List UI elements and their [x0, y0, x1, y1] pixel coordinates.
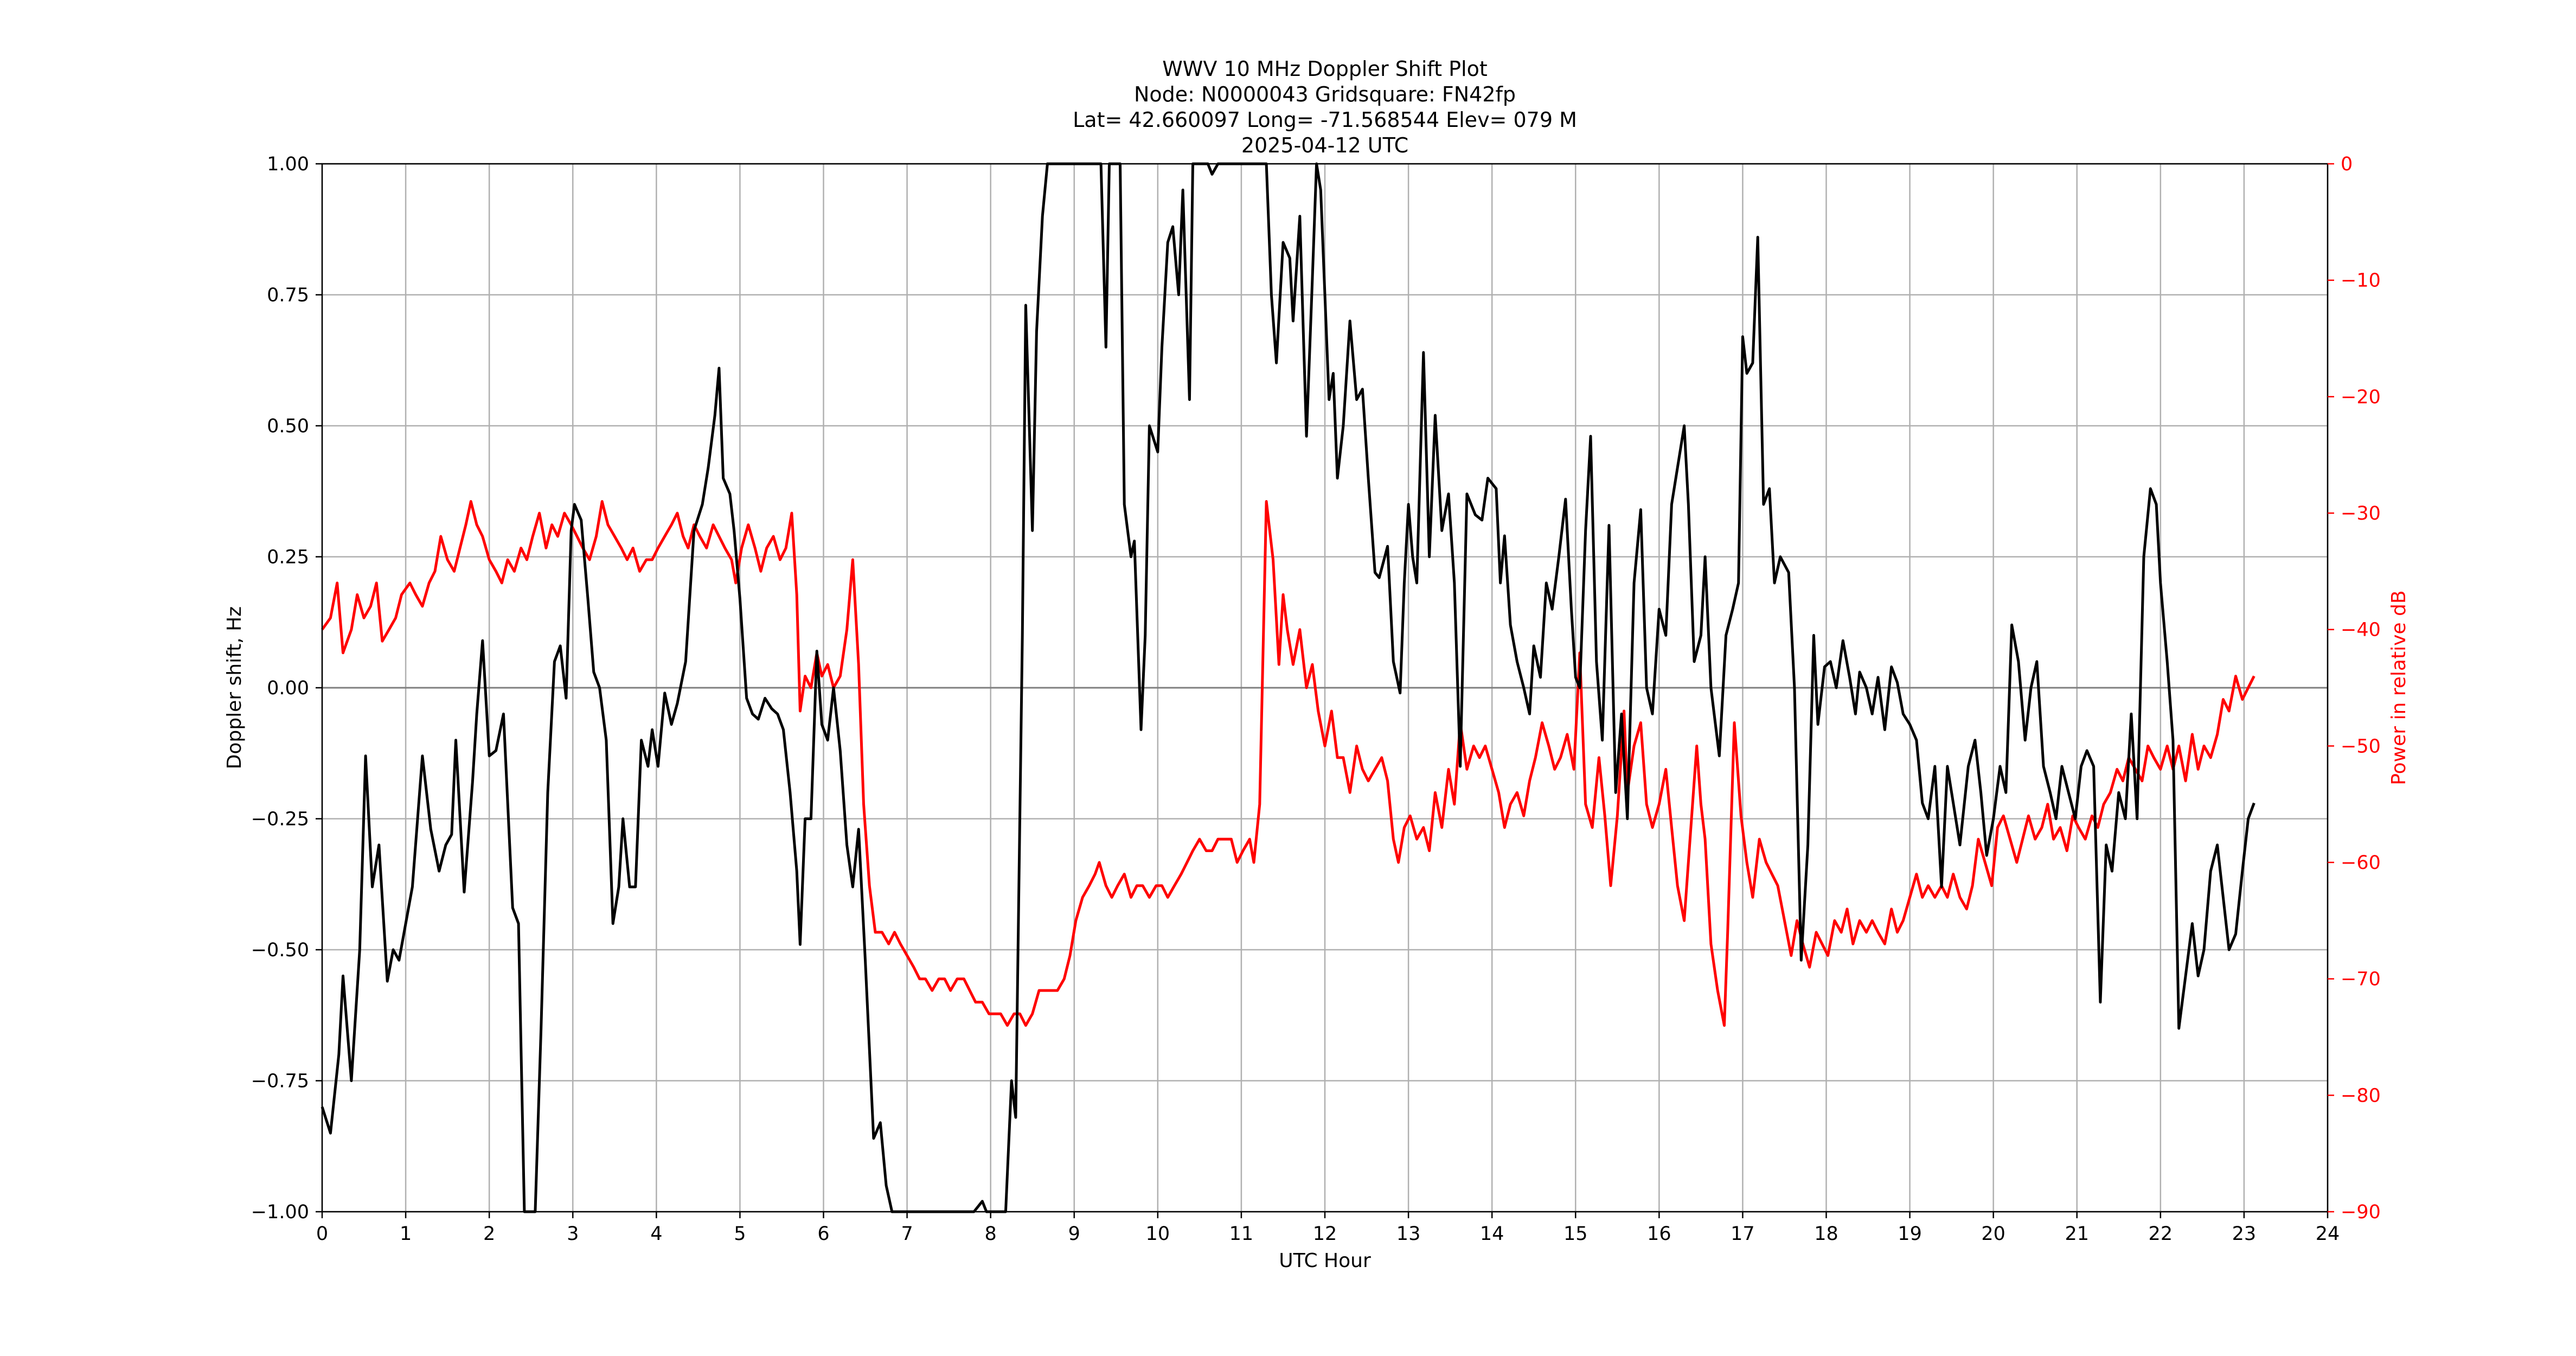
y2-tick-label: −10 [2341, 270, 2381, 292]
x-tick-label: 5 [734, 1223, 746, 1245]
left-y-axis: 1.00 0.75 0.50 0.25 0.00 −0.25 −0.50 −0.75 −1.00 [251, 153, 322, 1223]
y2-tick-label: −50 [2341, 735, 2381, 757]
x-tick-label: 0 [316, 1223, 328, 1245]
y2-tick-label: −20 [2341, 386, 2381, 408]
chart-title: WWV 10 MHz Doppler Shift Plot Node: N000… [1073, 57, 1577, 157]
y2-tick-label: −80 [2341, 1085, 2381, 1106]
x-tick-label: 21 [2065, 1223, 2089, 1245]
x-tick-label: 15 [1563, 1223, 1588, 1245]
y2-tick-label: −60 [2341, 852, 2381, 874]
x-tick-label: 10 [1146, 1223, 1170, 1245]
y2-tick-label: 0 [2341, 153, 2353, 175]
x-tick-label: 8 [985, 1223, 997, 1245]
y-tick-label: −0.50 [251, 939, 309, 961]
x-tick-label: 11 [1229, 1223, 1254, 1245]
y-tick-label: 0.50 [267, 415, 309, 437]
x-tick-label: 13 [1396, 1223, 1421, 1245]
x-tick-label: 2 [483, 1223, 495, 1245]
x-tick-label: 19 [1898, 1223, 1922, 1245]
right-y-axis: 0 −10 −20 −30 −40 −50 −60 −70 −80 −90 [2328, 153, 2381, 1223]
x-tick-label: 18 [1814, 1223, 1838, 1245]
title-line-1: WWV 10 MHz Doppler Shift Plot [1162, 57, 1488, 81]
plot-lines [321, 162, 2255, 1213]
y2-tick-label: −30 [2341, 503, 2381, 525]
power-series-line [321, 500, 2255, 1027]
y2-tick-label: −90 [2341, 1201, 2381, 1223]
y-tick-label: 1.00 [267, 153, 309, 175]
y-tick-label: −0.75 [251, 1071, 309, 1092]
y-axis-label: Doppler shift, Hz [223, 606, 246, 769]
x-tick-label: 24 [2316, 1223, 2340, 1245]
x-tick-label: 22 [2149, 1223, 2173, 1245]
y2-tick-label: −70 [2341, 969, 2381, 990]
title-line-3: Lat= 42.660097 Long= -71.568544 Elev= 07… [1073, 108, 1577, 132]
x-tick-label: 1 [400, 1223, 412, 1245]
y-tick-label: 0.75 [267, 285, 309, 306]
y-tick-label: −0.25 [251, 809, 309, 830]
x-axis-label: UTC Hour [1279, 1250, 1371, 1272]
x-tick-label: 6 [817, 1223, 829, 1245]
doppler-series-line [321, 162, 2255, 1213]
y-tick-label: −1.00 [251, 1201, 309, 1223]
x-tick-label: 12 [1313, 1223, 1337, 1245]
x-tick-label: 17 [1731, 1223, 1755, 1245]
x-tick-label: 16 [1647, 1223, 1671, 1245]
y-tick-label: 0.00 [267, 677, 309, 699]
y2-axis-label: Power in relative dB [2388, 590, 2410, 785]
x-tick-label: 7 [901, 1223, 913, 1245]
x-tick-label: 3 [567, 1223, 579, 1245]
x-tick-label: 9 [1068, 1223, 1080, 1245]
x-tick-label: 20 [1981, 1223, 2005, 1245]
x-tick-label: 4 [650, 1223, 662, 1245]
title-line-4: 2025-04-12 UTC [1241, 133, 1408, 157]
x-tick-label: 23 [2232, 1223, 2257, 1245]
x-tick-label: 14 [1480, 1223, 1504, 1245]
y2-tick-label: −40 [2341, 619, 2381, 641]
y-tick-label: 0.25 [267, 547, 309, 568]
x-axis: 0 1 2 3 4 5 6 7 8 9 10 11 12 13 14 15 16 17 18 19 20 21 22 23 24 [316, 1212, 2340, 1245]
title-line-2: Node: N0000043 Gridsquare: FN42fp [1134, 82, 1516, 106]
